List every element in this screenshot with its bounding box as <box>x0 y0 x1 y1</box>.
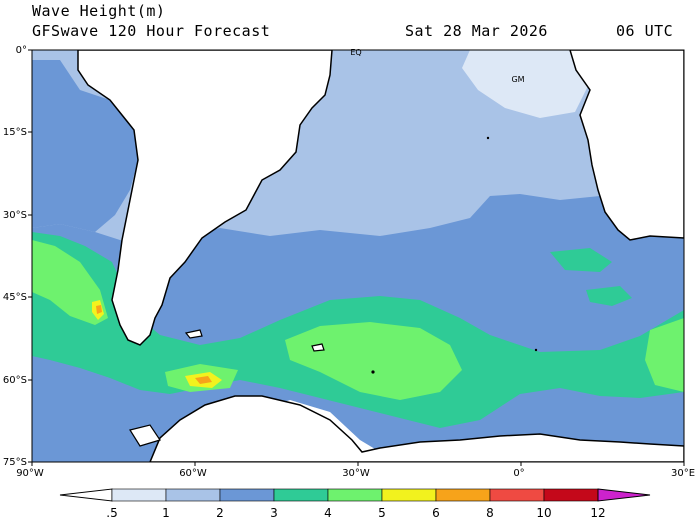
equator-marker: EQ <box>350 48 361 57</box>
colorbar-swatch <box>165 488 221 502</box>
colorbar-swatch <box>543 488 599 502</box>
lat-label: 60°S <box>3 375 27 386</box>
africa-landmass <box>569 50 684 241</box>
wave-4m-patch <box>586 286 632 306</box>
colorbar-tick-label: 12 <box>590 506 605 520</box>
island-dot <box>534 348 538 352</box>
lon-label: 0° <box>513 468 524 479</box>
colorbar-tick-label: 8 <box>486 506 494 520</box>
colorbar-swatch <box>489 488 545 502</box>
lat-label: 0° <box>16 45 27 56</box>
colorbar-tick-label: 5 <box>378 506 386 520</box>
calm-sea-region <box>462 50 684 118</box>
colorbar-tick-label: 2 <box>216 506 224 520</box>
lat-label: 15°S <box>3 127 27 138</box>
falkland-islands <box>184 329 203 339</box>
south-america-landmass <box>77 50 333 346</box>
wave-8m-spot <box>195 376 212 384</box>
forecast-time: 06 UTC <box>616 22 674 40</box>
colorbar-swatch <box>435 488 491 502</box>
wave-8m-spot <box>96 305 102 314</box>
colorbar-swatch <box>111 488 167 502</box>
forecast-date: Sat 28 Mar 2026 <box>405 22 548 40</box>
lon-label: 30°E <box>671 468 695 479</box>
forecast-subtitle: GFSwave 120 Hour Forecast <box>32 22 271 40</box>
wave-5m-region-central <box>285 322 462 400</box>
colorbar-swatch <box>327 488 383 502</box>
antarctic-peninsula-island <box>129 424 161 447</box>
island-dot <box>371 370 375 374</box>
map-frame-content <box>32 50 684 462</box>
lon-label: 90°W <box>16 468 44 479</box>
lon-label: 60°W <box>179 468 207 479</box>
longitude-axis: 90°W 60°W 30°W 0° 30°E <box>16 462 695 479</box>
colorbar-tick-label: 4 <box>324 506 332 520</box>
colorbar-swatch <box>219 488 275 502</box>
colorbar-over-triangle <box>597 488 651 502</box>
map-title: Wave Height(m) <box>32 2 166 20</box>
colorbar-swatch <box>273 488 329 502</box>
wave-5m-region-east <box>645 318 684 392</box>
greenwich-marker: GM <box>511 75 524 84</box>
colorbar-tick-label: 1 <box>162 506 170 520</box>
wave-4m-patch <box>550 248 612 272</box>
antarctica-landmass <box>149 395 684 462</box>
colorbar-tick-label: 10 <box>536 506 551 520</box>
lat-label: 45°S <box>3 292 27 303</box>
lon-label: 30°W <box>342 468 370 479</box>
colorbar-swatch <box>381 488 437 502</box>
colorbar-tick-label: .5 <box>106 506 117 520</box>
colorbar-under-triangle <box>59 488 113 502</box>
lat-label: 75°S <box>3 457 27 468</box>
wave-5m-region-pacific <box>32 240 108 325</box>
south-georgia-island <box>311 343 325 352</box>
colorbar-tick-label: 3 <box>270 506 278 520</box>
lat-label: 30°S <box>3 210 27 221</box>
island-dot <box>486 136 490 140</box>
latitude-axis: 0° 15°S 30°S 45°S 60°S 75°S <box>3 45 32 468</box>
colorbar-tick-label: 6 <box>432 506 440 520</box>
wave-height-colorbar: .5 1 2 3 4 5 6 8 10 12 <box>59 488 651 520</box>
